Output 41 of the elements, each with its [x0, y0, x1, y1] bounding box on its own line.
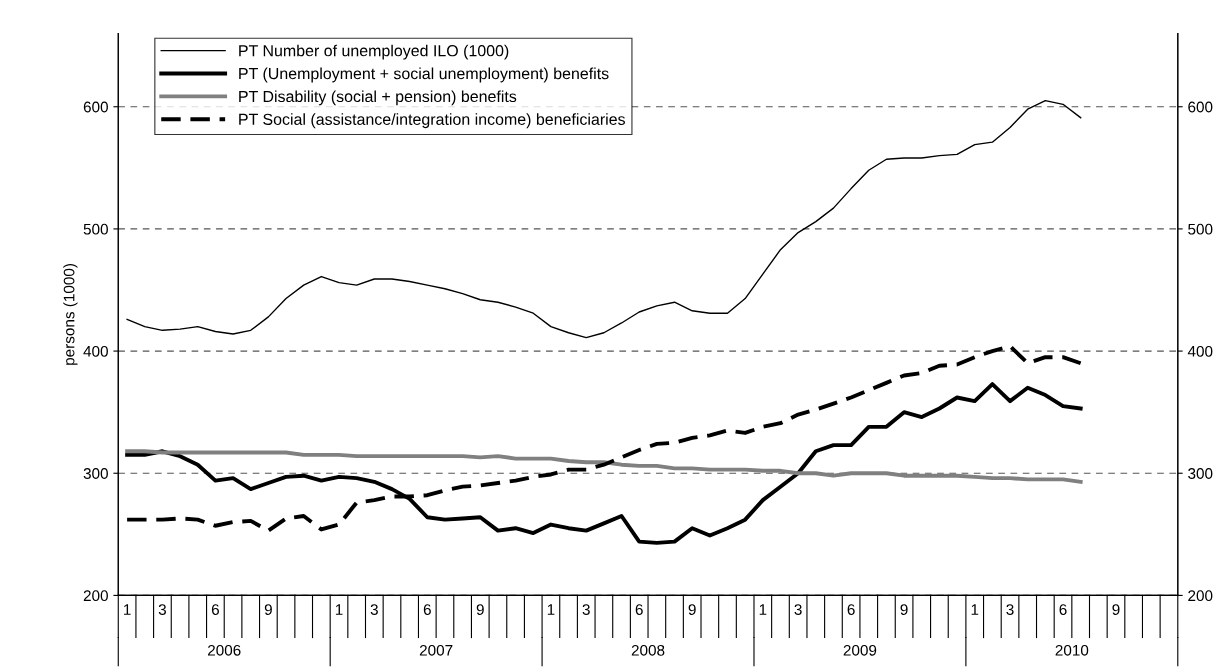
y2-tick-label: 600	[1188, 101, 1213, 113]
text: 2008	[631, 644, 665, 656]
text: 2009	[843, 644, 877, 656]
legend-label: PT Social (assistance/integration income) beneficiaries	[239, 113, 625, 129]
x-tick-label: 1	[335, 604, 343, 615]
y2-tick-label: 300	[1188, 468, 1213, 479]
x-tick-label: 6	[423, 604, 431, 615]
x-tick-label: 3	[158, 604, 166, 615]
x-tick-label: 3	[370, 604, 378, 615]
x-tick-label: 9	[476, 604, 484, 615]
y2-tick-label: 200	[1188, 590, 1213, 602]
y-tick-label: 400	[83, 345, 108, 357]
x-tick-label: 6	[1059, 604, 1067, 615]
x-tick-label: 6	[847, 604, 855, 615]
y2-tick-label: 400	[1187, 345, 1213, 357]
x-tick-label: 3	[582, 604, 590, 615]
y-tick-label: 600	[83, 101, 108, 113]
x-tick-label: 9	[900, 604, 908, 615]
legend-label: PT (Unemployment + social unemployment) benefits	[239, 67, 609, 83]
x-tick-label: 9	[688, 604, 696, 615]
y2-tick-label: 500	[1188, 223, 1213, 235]
x-tick-label: 1	[971, 604, 979, 615]
legend-label: PT Number of unemployed ILO (1000)	[239, 44, 509, 60]
line-series	[125, 449, 1083, 484]
x-tick-label: 1	[547, 604, 555, 615]
x-tick-label: 9	[1112, 604, 1120, 615]
legend-label: PT Disability (social + pension) benefits	[239, 90, 517, 106]
y-tick-label: 200	[83, 590, 108, 602]
text: 2010	[1055, 644, 1089, 656]
y-axis-title: persons (1000)	[63, 263, 78, 365]
x-tick-label: 3	[1006, 604, 1014, 615]
y-tick-label: 500	[83, 223, 108, 235]
text: 2006	[208, 644, 241, 656]
text: 2007	[419, 644, 453, 656]
x-tick-label: 3	[794, 604, 802, 615]
x-tick-label: 1	[124, 604, 131, 615]
x-tick-label: 9	[264, 604, 272, 615]
x-tick-label: 1	[759, 604, 767, 615]
x-tick-label: 6	[635, 604, 643, 615]
y-tick-label: 300	[83, 468, 108, 479]
x-tick-label: 6	[211, 604, 219, 615]
